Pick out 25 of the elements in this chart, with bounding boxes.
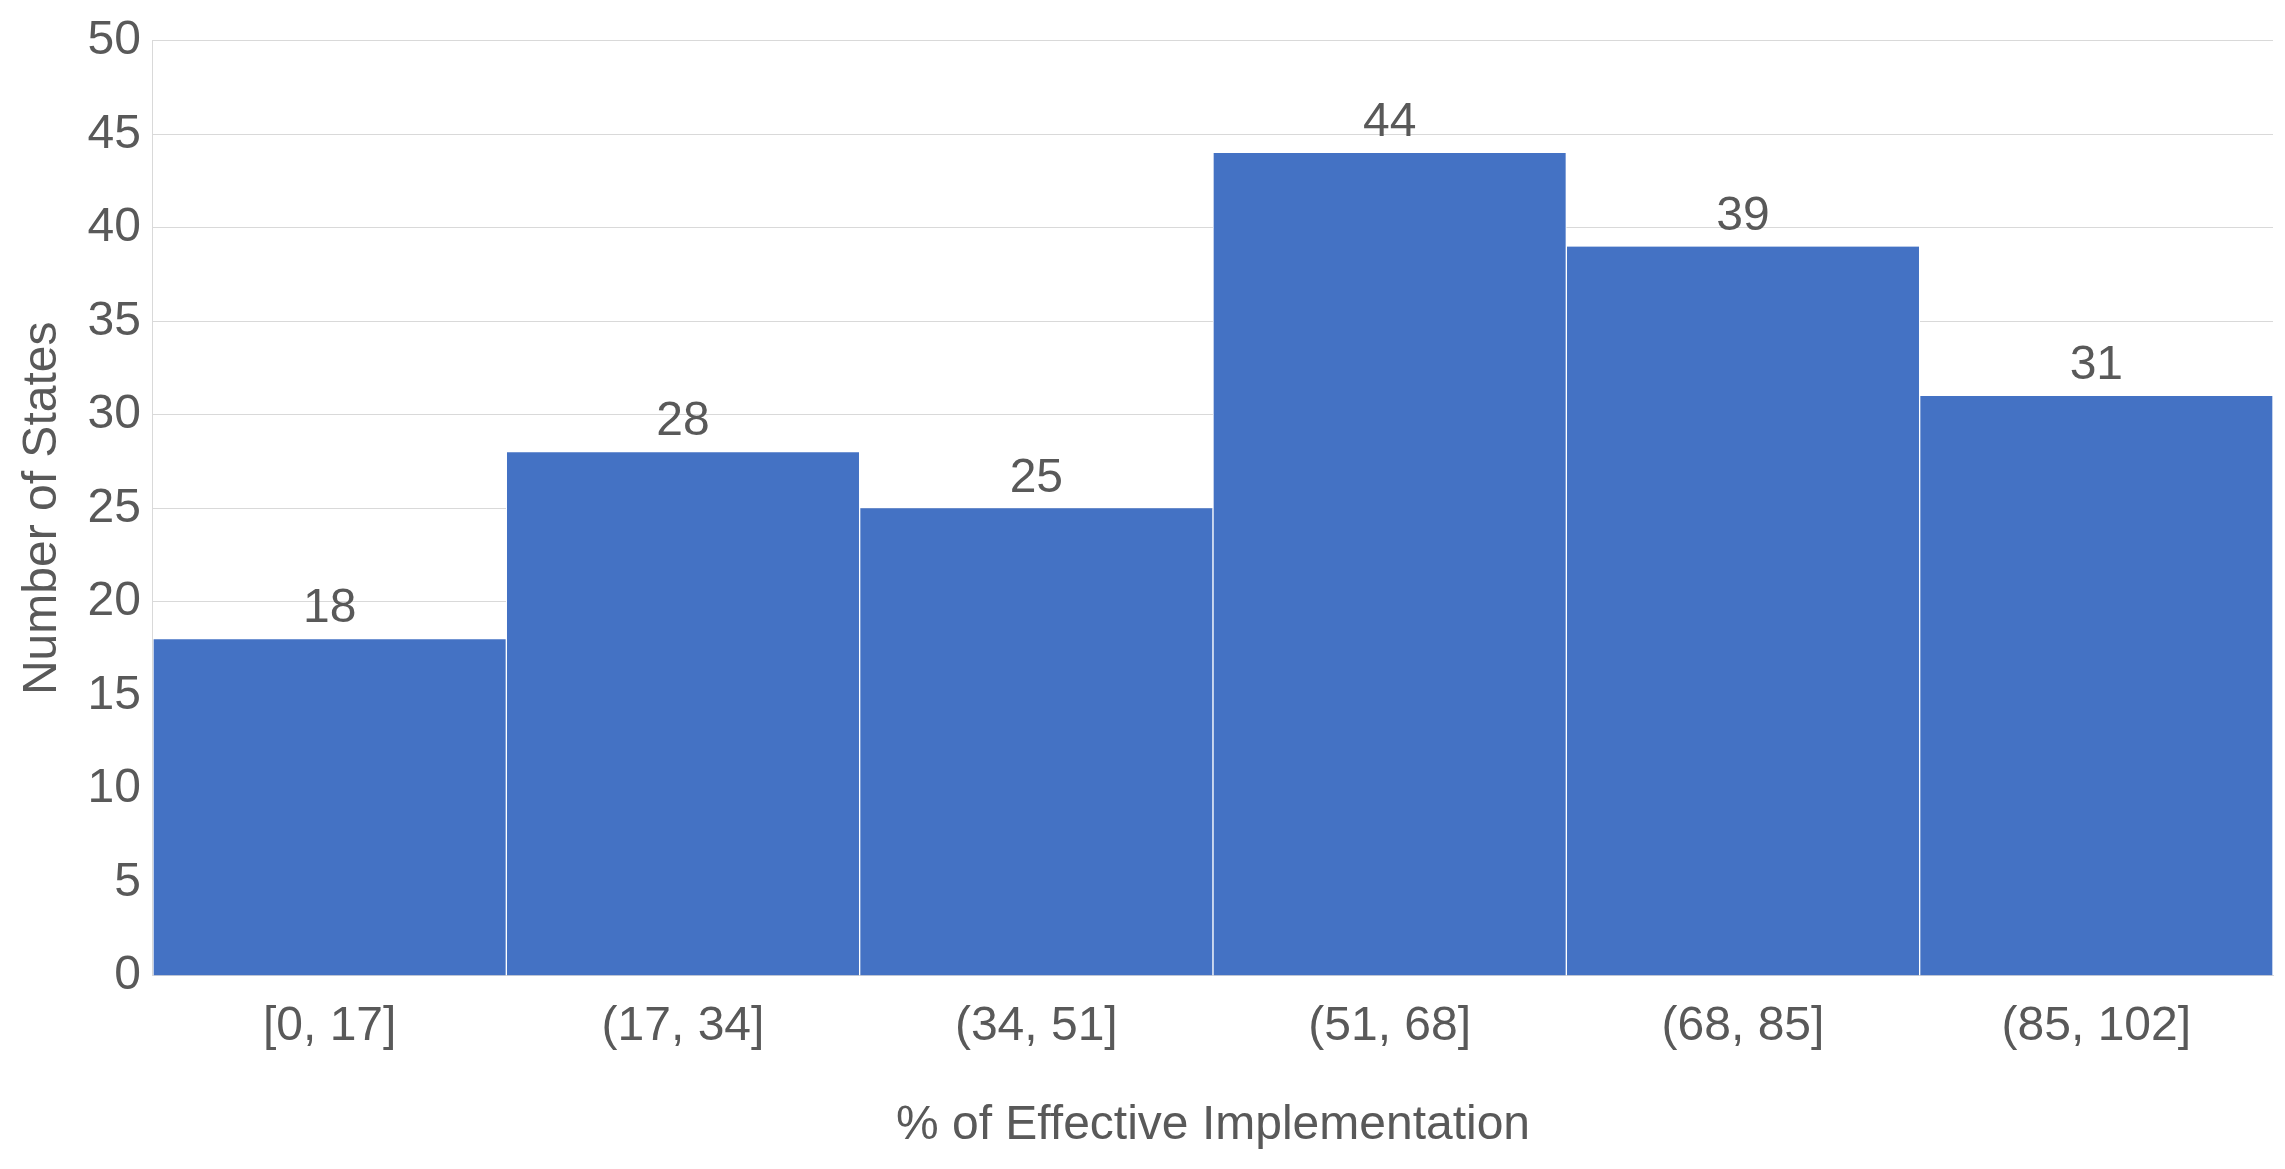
x-tick-label: (17, 34]: [601, 996, 765, 1050]
y-tick-label: 45: [87, 104, 141, 158]
y-tick-label: 15: [87, 665, 141, 719]
x-tick-label: (68, 85]: [1661, 996, 1825, 1050]
data-label: 31: [2069, 336, 2124, 390]
y-axis-title: Number of States: [13, 321, 67, 696]
y-tick-label: 10: [87, 759, 141, 813]
y-tick-label: 5: [114, 852, 141, 906]
y-tick-label: 30: [87, 385, 141, 439]
data-label: 25: [1009, 448, 1064, 502]
y-tick-label: 40: [87, 198, 141, 252]
y-tick-label: 35: [87, 291, 141, 345]
y-tick-label: 20: [87, 572, 141, 626]
data-label: 28: [656, 392, 710, 446]
x-tick-label: (85, 102]: [2001, 996, 2192, 1050]
data-label: 39: [1716, 186, 1770, 240]
y-tick-label: 25: [87, 478, 141, 532]
data-label: 44: [1362, 93, 1417, 147]
y-tick-label: 50: [87, 11, 141, 65]
x-tick-label: (51, 68]: [1308, 996, 1472, 1050]
x-tick-label: (34, 51]: [954, 996, 1118, 1050]
x-tick-label: [0, 17]: [262, 996, 397, 1050]
data-label: 18: [302, 579, 357, 633]
x-axis-title: % of Effective Implementation: [895, 1096, 1531, 1150]
y-tick-label: 0: [114, 946, 141, 1000]
